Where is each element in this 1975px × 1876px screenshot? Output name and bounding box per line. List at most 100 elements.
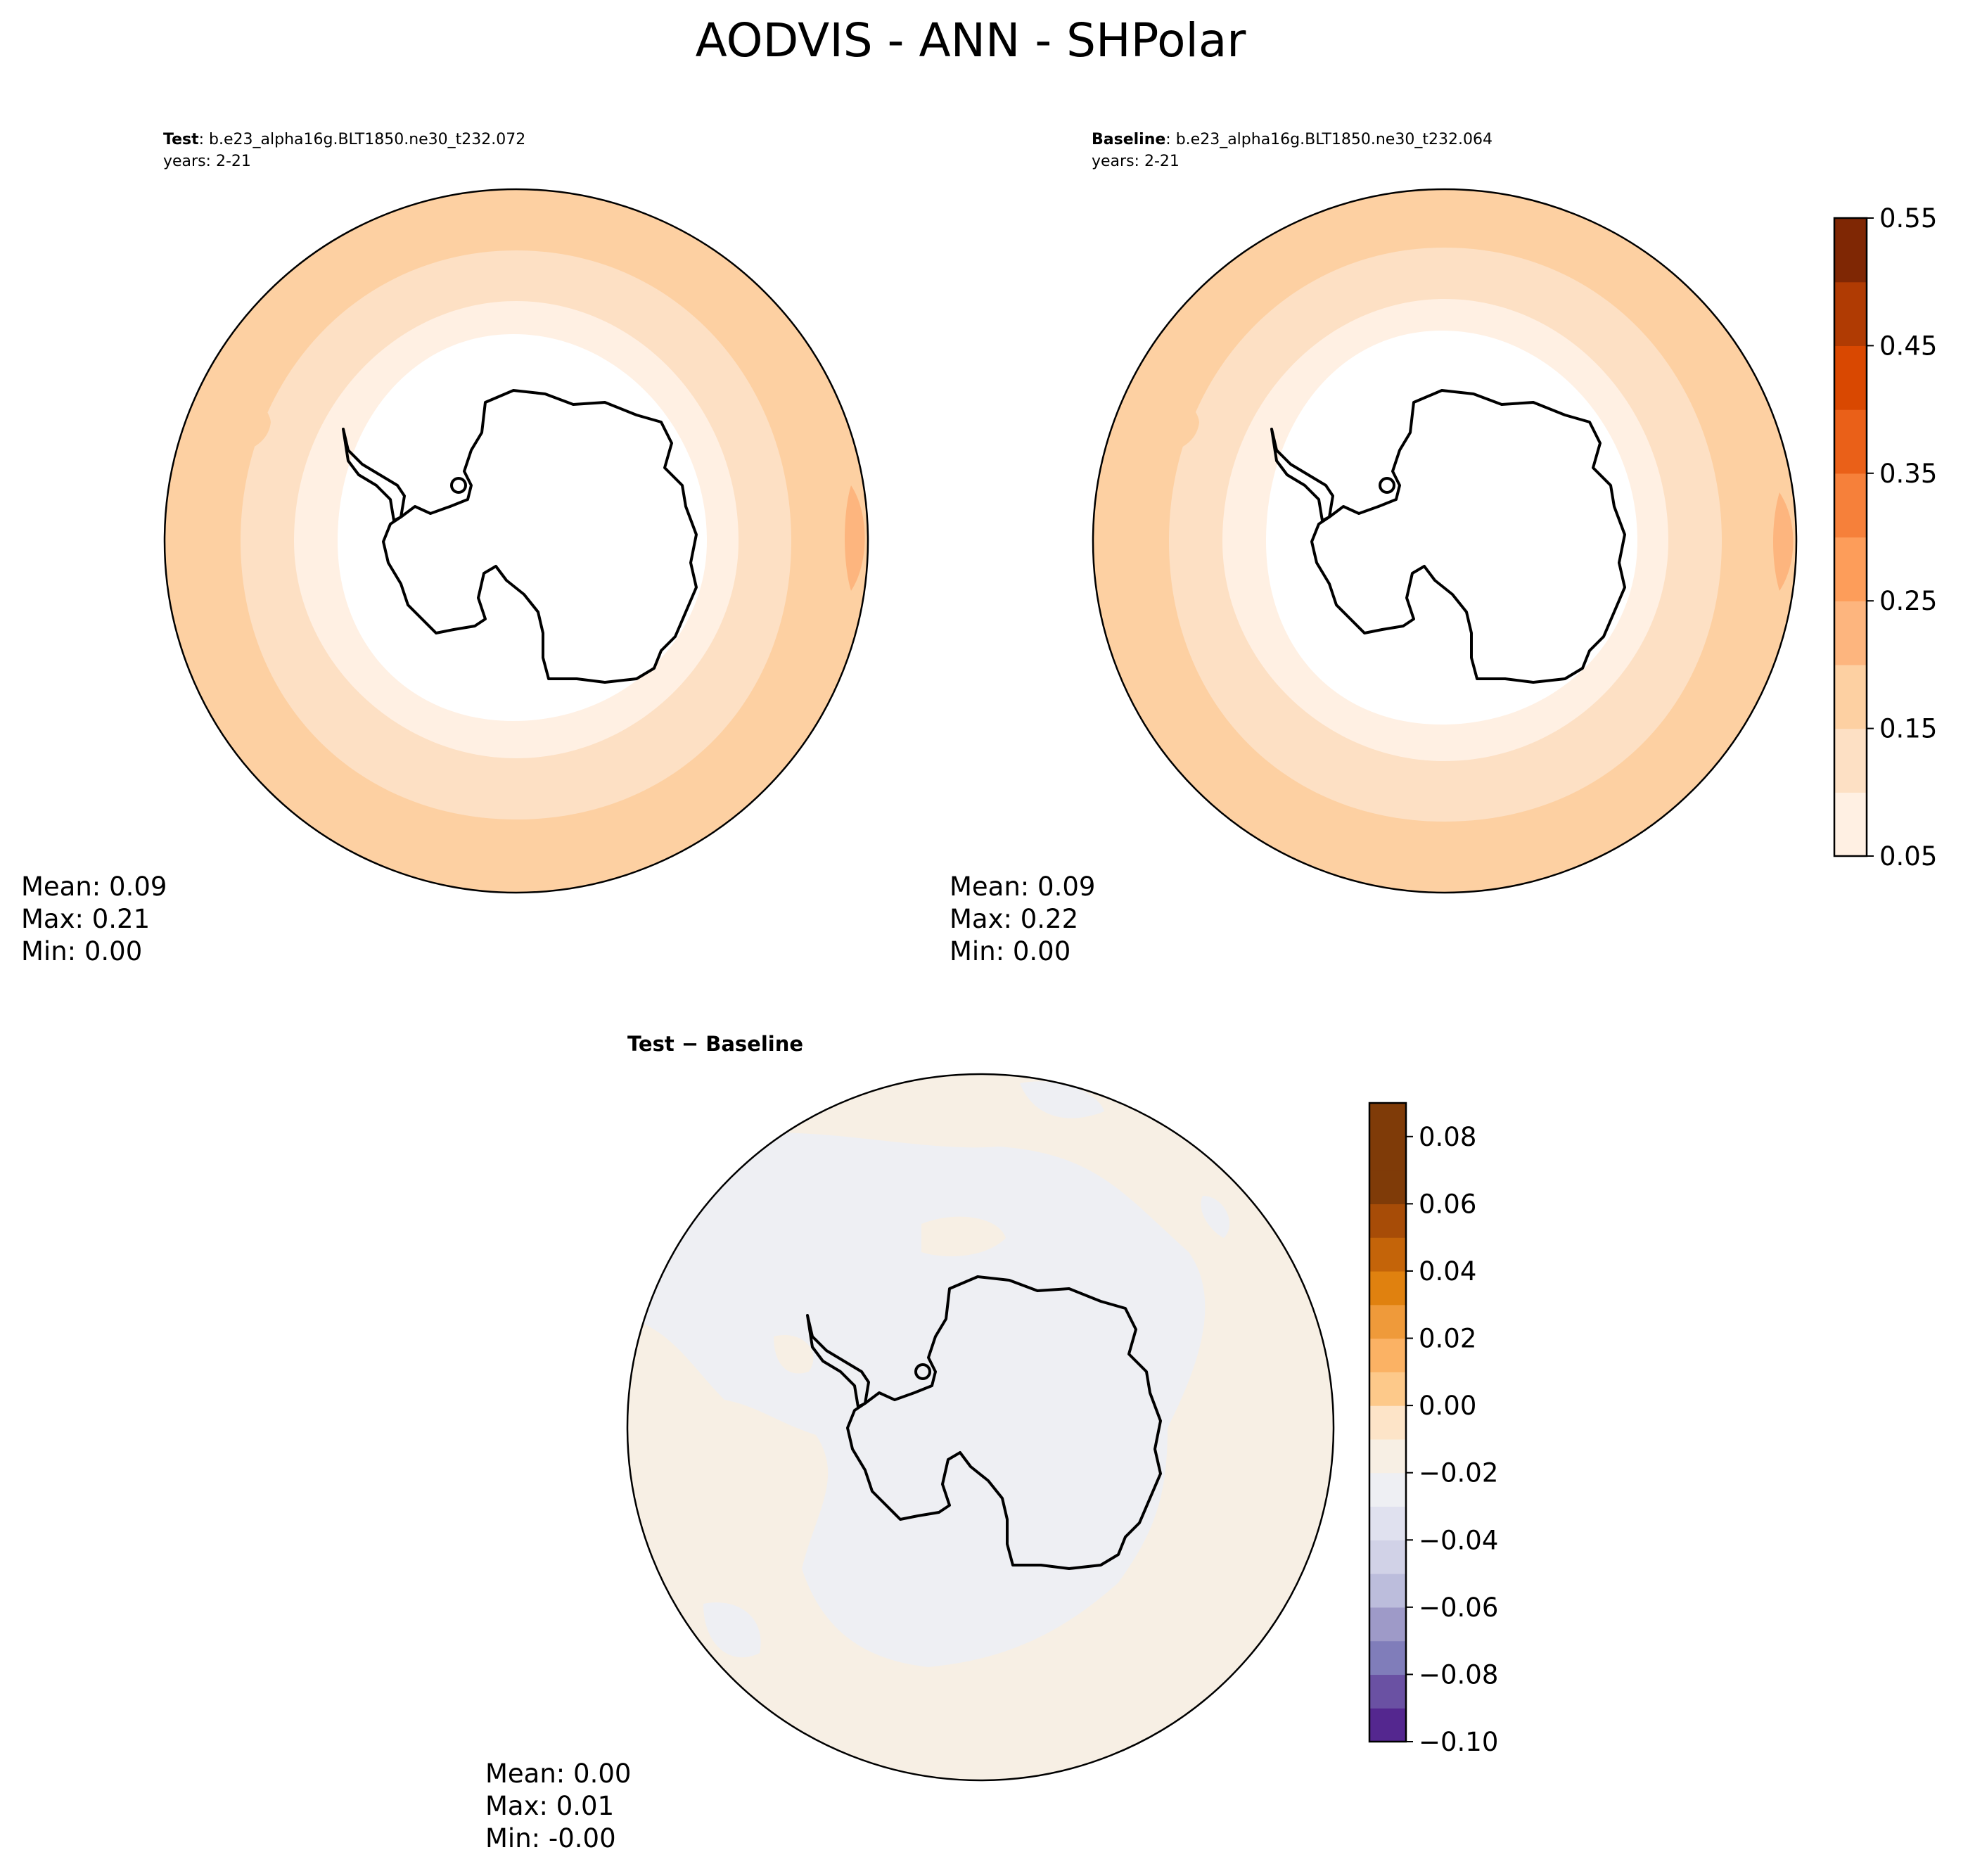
- aod-colorbar-tick-label: 0.55: [1879, 203, 1937, 234]
- diff-colorbar-tick-label: 0.06: [1419, 1189, 1476, 1219]
- aod-colorbar-segment: [1834, 218, 1867, 283]
- aod-colorbar-segment: [1834, 728, 1867, 793]
- diff-map-border: [626, 1073, 1335, 1782]
- test-zone-east-patch: [845, 485, 865, 591]
- aod-colorbar-segment: [1834, 601, 1867, 665]
- diff-zone-negative-patch-1: [703, 1602, 761, 1658]
- aod-colorbar-segment: [1834, 409, 1867, 474]
- baseline-zone-east-patch: [1773, 492, 1794, 591]
- diff-colorbar-tick-label: −0.02: [1419, 1458, 1498, 1488]
- aod-colorbar-tick-label: 0.15: [1879, 714, 1937, 744]
- diff-colorbar-segment: [1369, 1237, 1406, 1272]
- diff-colorbar-segments: [1369, 1103, 1406, 1742]
- diff-island: [914, 1363, 931, 1380]
- test-coastline: [342, 389, 698, 684]
- diff-colorbar-tick-label: 0.00: [1419, 1391, 1476, 1421]
- test-stat-max: Max: 0.21: [21, 904, 150, 934]
- test-header: Test: b.e23_alpha16g.BLT1850.ne30_t232.0…: [163, 131, 525, 148]
- test-peninsula: [342, 428, 406, 522]
- diff-colorbar-segment: [1369, 1438, 1406, 1474]
- test-map-border: [163, 188, 869, 894]
- aod-colorbar-segment: [1834, 664, 1867, 729]
- diff-zone-negative-patch-3: [1201, 1196, 1230, 1238]
- aod-colorbar-segment: [1834, 473, 1867, 538]
- diff-stat-min: Min: -0.00: [485, 1823, 616, 1853]
- aod-colorbar-segment: [1834, 345, 1867, 410]
- baseline-stat-mean: Mean: 0.09: [950, 872, 1095, 902]
- test-map: [165, 189, 868, 893]
- diff-colorbar-tick-label: −0.06: [1419, 1593, 1498, 1623]
- aod-colorbar-segment: [1834, 792, 1867, 857]
- diff-colorbar-segment: [1369, 1506, 1406, 1540]
- diff-colorbar-segment: [1369, 1103, 1406, 1137]
- diff-coastline: [806, 1275, 1162, 1570]
- baseline-stat-min: Min: 0.00: [950, 936, 1070, 966]
- baseline-antarctica-outline: [1310, 389, 1626, 684]
- diff-colorbar-segment: [1369, 1405, 1406, 1440]
- baseline-peninsula: [1270, 428, 1334, 522]
- diff-colorbar-segment: [1369, 1607, 1406, 1642]
- diff-peninsula: [806, 1314, 870, 1408]
- baseline-coastline: [1270, 389, 1626, 684]
- diff-colorbar-segment: [1369, 1170, 1406, 1204]
- baseline-stat-max: Max: 0.22: [950, 904, 1078, 934]
- diff-colorbar-segment: [1369, 1372, 1406, 1406]
- panel-diff: Test − Baseline Mean: 0.00 Max: 0.01 Min…: [485, 1032, 1335, 1853]
- aod-colorbar-segments: [1834, 218, 1867, 857]
- baseline-map-border: [1092, 188, 1798, 894]
- aod-colorbar-tick-label: 0.05: [1879, 841, 1937, 872]
- diff-colorbar-segment: [1369, 1338, 1406, 1372]
- diff-colorbar-segment: [1369, 1674, 1406, 1709]
- aod-colorbar-segment: [1834, 281, 1867, 346]
- aod-colorbar-ticks: 0.05 0.15 0.25 0.35 0.45 0.55: [1867, 203, 1937, 872]
- test-antarctica-outline: [382, 389, 698, 684]
- diff-colorbar-segment: [1369, 1472, 1406, 1507]
- diff-colorbar-segment: [1369, 1204, 1406, 1238]
- diff-colorbar-tick-label: −0.08: [1419, 1659, 1498, 1690]
- test-island: [450, 477, 467, 494]
- diff-colorbar-tick-label: −0.10: [1419, 1727, 1498, 1757]
- aod-colorbar-frame: [1833, 217, 1868, 857]
- diff-zone-negative-main: [640, 1132, 1206, 1667]
- diff-map: [627, 1074, 1334, 1780]
- diff-colorbar-frame: [1368, 1102, 1407, 1743]
- baseline-name-label: Baseline: [1092, 131, 1165, 148]
- baseline-header: Baseline: b.e23_alpha16g.BLT1850.ne30_t2…: [1092, 131, 1493, 148]
- diff-colorbar-segment: [1369, 1136, 1406, 1171]
- diff-stat-mean: Mean: 0.00: [485, 1759, 631, 1789]
- panel-test: Test: b.e23_alpha16g.BLT1850.ne30_t232.0…: [21, 131, 869, 966]
- aod-colorbar-segment: [1834, 537, 1867, 601]
- diff-colorbar-segment: [1369, 1540, 1406, 1574]
- diff-title: Test − Baseline: [627, 1032, 803, 1056]
- panel-baseline: Baseline: b.e23_alpha16g.BLT1850.ne30_t2…: [950, 131, 1798, 966]
- diff-colorbar-segment: [1369, 1708, 1406, 1742]
- diff-zone-positive-patch-1: [921, 1216, 1006, 1256]
- test-years: years: 2-21: [163, 153, 251, 170]
- test-case-name: : b.e23_alpha16g.BLT1850.ne30_t232.072: [199, 131, 526, 148]
- diff-colorbar-tick-label: 0.02: [1419, 1324, 1476, 1354]
- figure-title: AODVIS - ANN - SHPolar: [696, 13, 1247, 68]
- diff-antarctica-outline: [846, 1275, 1162, 1570]
- diff-zone-negative-patch-2: [1020, 1081, 1104, 1118]
- baseline-case-name: : b.e23_alpha16g.BLT1850.ne30_t232.064: [1165, 131, 1493, 148]
- baseline-map: [1093, 189, 1796, 893]
- diff-colorbar: −0.10 −0.08 −0.06 −0.04 −0.02 0.00 0.02 0.04 0.0…: [1368, 1102, 1498, 1757]
- aod-colorbar-tick-label: 0.25: [1879, 586, 1937, 616]
- diff-stat-max: Max: 0.01: [485, 1791, 614, 1821]
- baseline-island: [1379, 477, 1395, 494]
- aod-colorbar-tick-label: 0.35: [1879, 459, 1937, 489]
- baseline-years: years: 2-21: [1092, 153, 1180, 170]
- diff-colorbar-segment: [1369, 1574, 1406, 1608]
- test-zone-interior: [338, 334, 707, 721]
- test-stat-mean: Mean: 0.09: [21, 872, 167, 902]
- diff-colorbar-tick-label: 0.08: [1419, 1122, 1476, 1152]
- diff-colorbar-tick-label: 0.04: [1419, 1256, 1476, 1287]
- diff-colorbar-segment: [1369, 1304, 1406, 1339]
- aod-colorbar: 0.05 0.15 0.25 0.35 0.45 0.55: [1833, 203, 1937, 872]
- diff-colorbar-tick-label: −0.04: [1419, 1525, 1498, 1555]
- aod-colorbar-tick-label: 0.45: [1879, 331, 1937, 361]
- test-name-label: Test: [163, 131, 199, 148]
- diff-colorbar-segment: [1369, 1270, 1406, 1306]
- diff-colorbar-ticks: −0.10 −0.08 −0.06 −0.04 −0.02 0.00 0.02 0.04 0.0…: [1406, 1122, 1498, 1757]
